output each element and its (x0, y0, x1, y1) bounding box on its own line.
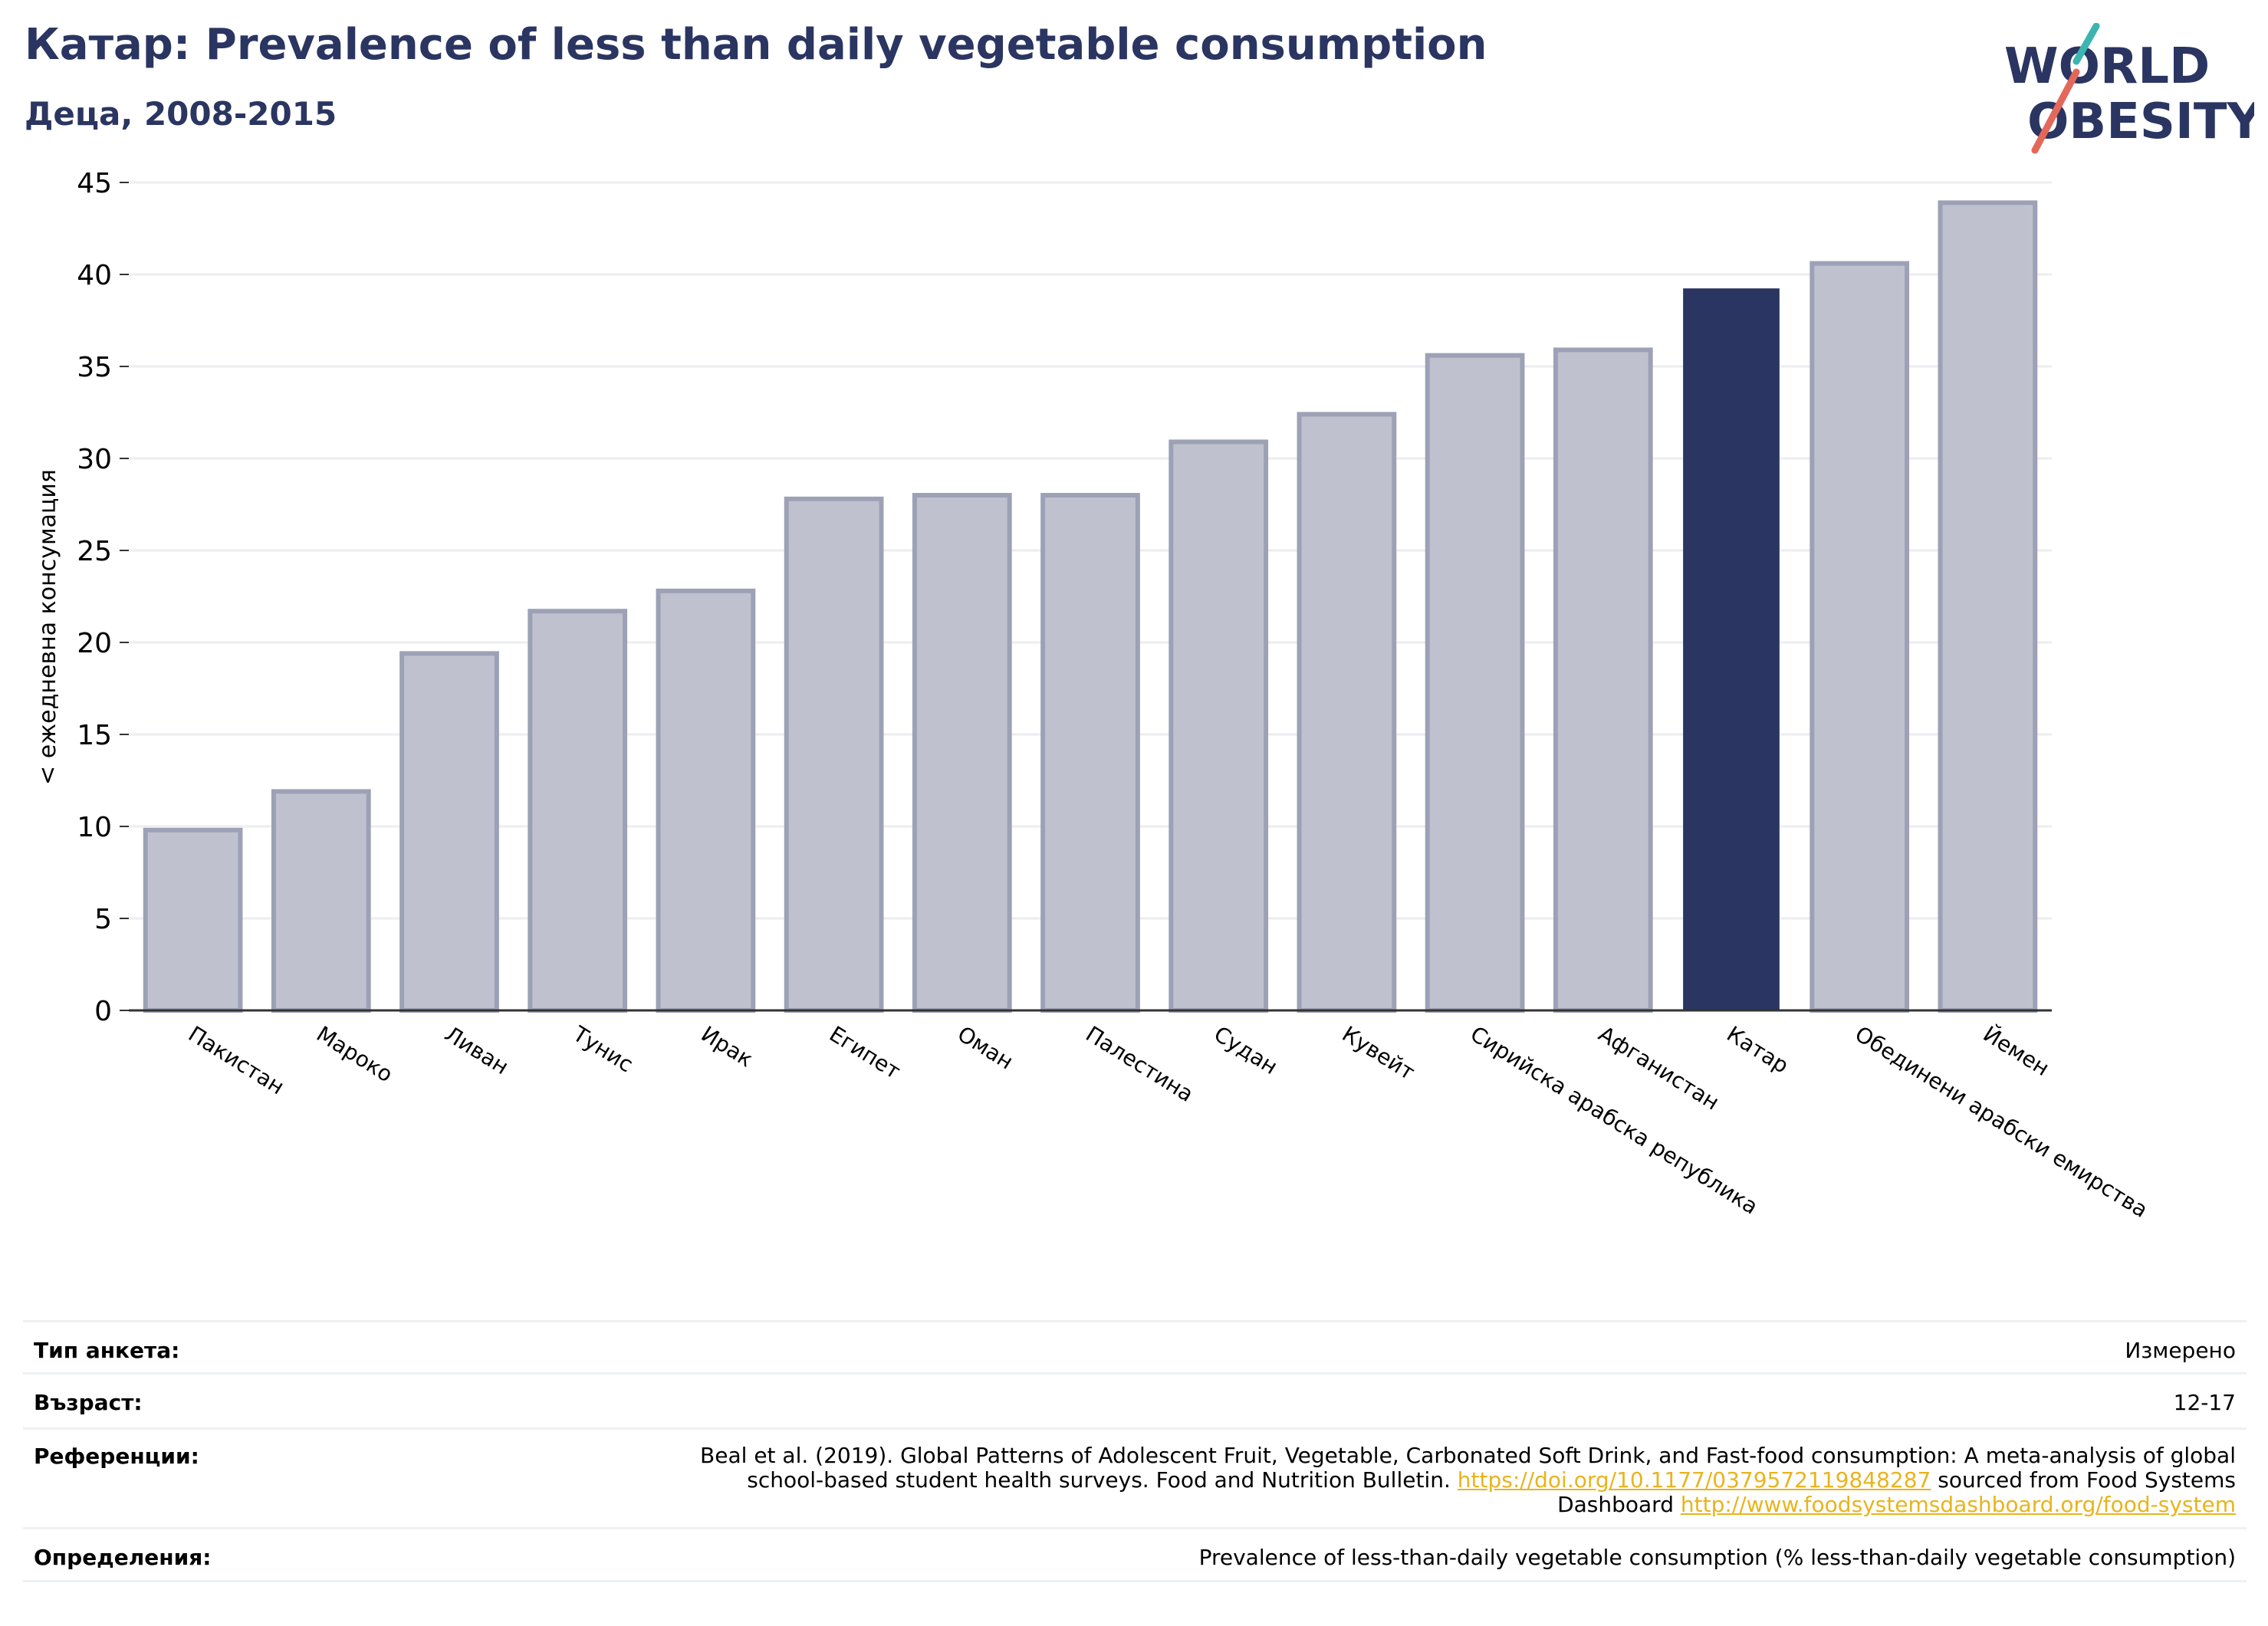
bar-12 (1683, 288, 1780, 1011)
definitions-value: Prevalence of less-than-daily vegetable … (1198, 1545, 2236, 1570)
bar-14 (1938, 200, 2038, 1013)
bar-0 (143, 827, 243, 1013)
x-tick-label: Оман (953, 1021, 1017, 1075)
x-tick-label: Катар (1722, 1021, 1793, 1079)
y-tick-label: 15 (77, 720, 112, 751)
survey-type-value: Измерено (2125, 1338, 2236, 1363)
y-tick-label: 25 (77, 536, 112, 567)
bar-5 (784, 496, 884, 1013)
chart-subtitle: Деца, 2008-2015 (25, 95, 337, 133)
y-tick-label: 45 (77, 168, 112, 199)
bar-6 (912, 493, 1012, 1013)
bar-13 (1809, 261, 1910, 1013)
bar-7 (1040, 493, 1140, 1013)
logo-line1: WORLD (2004, 38, 2210, 95)
x-tick-label: Судан (1209, 1021, 1282, 1079)
y-tick-label: 35 (77, 352, 112, 383)
y-tick-label: 0 (94, 996, 112, 1027)
bar-3 (528, 609, 628, 1013)
y-tick-label: 20 (77, 628, 112, 659)
y-tick-label: 5 (94, 904, 112, 935)
age-label: Възраст: (34, 1390, 143, 1415)
x-tick-label: Пакистан (184, 1021, 289, 1099)
logo-line2: OBESITY (2027, 94, 2254, 150)
bar-2 (399, 651, 499, 1013)
bar-chart: 0 5 10 15 20 25 30 35 40 45 < ежедневна консумация… (35, 168, 2152, 1223)
bar-9 (1297, 412, 1397, 1013)
age-value: 12-17 (2173, 1390, 2236, 1415)
bar-4 (656, 588, 756, 1013)
y-axis-label: < ежедневна консумация (35, 469, 61, 785)
world-obesity-logo: WORLD OBESITY (2004, 23, 2254, 154)
metadata-table: Тип анкета: Измерено Възраст: 12-17 Рефе… (23, 1320, 2247, 1582)
bar-1 (271, 789, 371, 1013)
y-tick-label: 40 (77, 260, 112, 291)
x-tick-label: Ливан (440, 1021, 513, 1079)
survey-type-label: Тип анкета: (34, 1338, 180, 1363)
references-text-1: Beal et al. (2019). Global Patterns of A… (700, 1443, 2236, 1493)
x-tick-label: Египет (825, 1021, 905, 1084)
meta-row-survey-type: Тип анкета: Измерено (23, 1320, 2247, 1372)
references-text-2: sourced from Food Systems Dashboard (1557, 1467, 2236, 1517)
references-value: Beal et al. (2019). Global Patterns of A… (656, 1444, 2236, 1517)
references-label: Референции: (34, 1444, 199, 1469)
y-tick-label: 30 (77, 444, 112, 475)
y-tick-label: 10 (77, 812, 112, 843)
x-tick-label: Тунис (568, 1020, 638, 1077)
x-tick-label: Йемен (1979, 1020, 2054, 1081)
references-doi-link[interactable]: https://doi.org/10.1177/0379572119848287 (1457, 1467, 1931, 1493)
bar-8 (1169, 439, 1269, 1013)
x-tick-label: Палестина (1081, 1021, 1198, 1107)
bar-11 (1553, 347, 1653, 1013)
meta-row-references: Референции: Beal et al. (2019). Global P… (23, 1427, 2247, 1527)
definitions-label: Определения: (34, 1545, 212, 1570)
meta-row-age: Възраст: 12-17 (23, 1372, 2247, 1427)
x-tick-label: Ирак (697, 1021, 758, 1073)
chart-title: Катар: Prevalence of less than daily veg… (25, 20, 1487, 70)
references-dashboard-link[interactable]: http://www.foodsystemsdashboard.org/food… (1680, 1492, 2236, 1517)
logo-slash-teal (2072, 23, 2100, 65)
meta-row-definitions: Определения: Prevalence of less-than-dai… (23, 1527, 2247, 1582)
x-tick-label: Кувейт (1338, 1021, 1419, 1085)
x-tick-label: Мароко (312, 1021, 397, 1087)
x-tick-label: Афганистан (1594, 1021, 1724, 1115)
logo-slash-coral (2031, 68, 2080, 154)
bar-10 (1425, 353, 1525, 1013)
